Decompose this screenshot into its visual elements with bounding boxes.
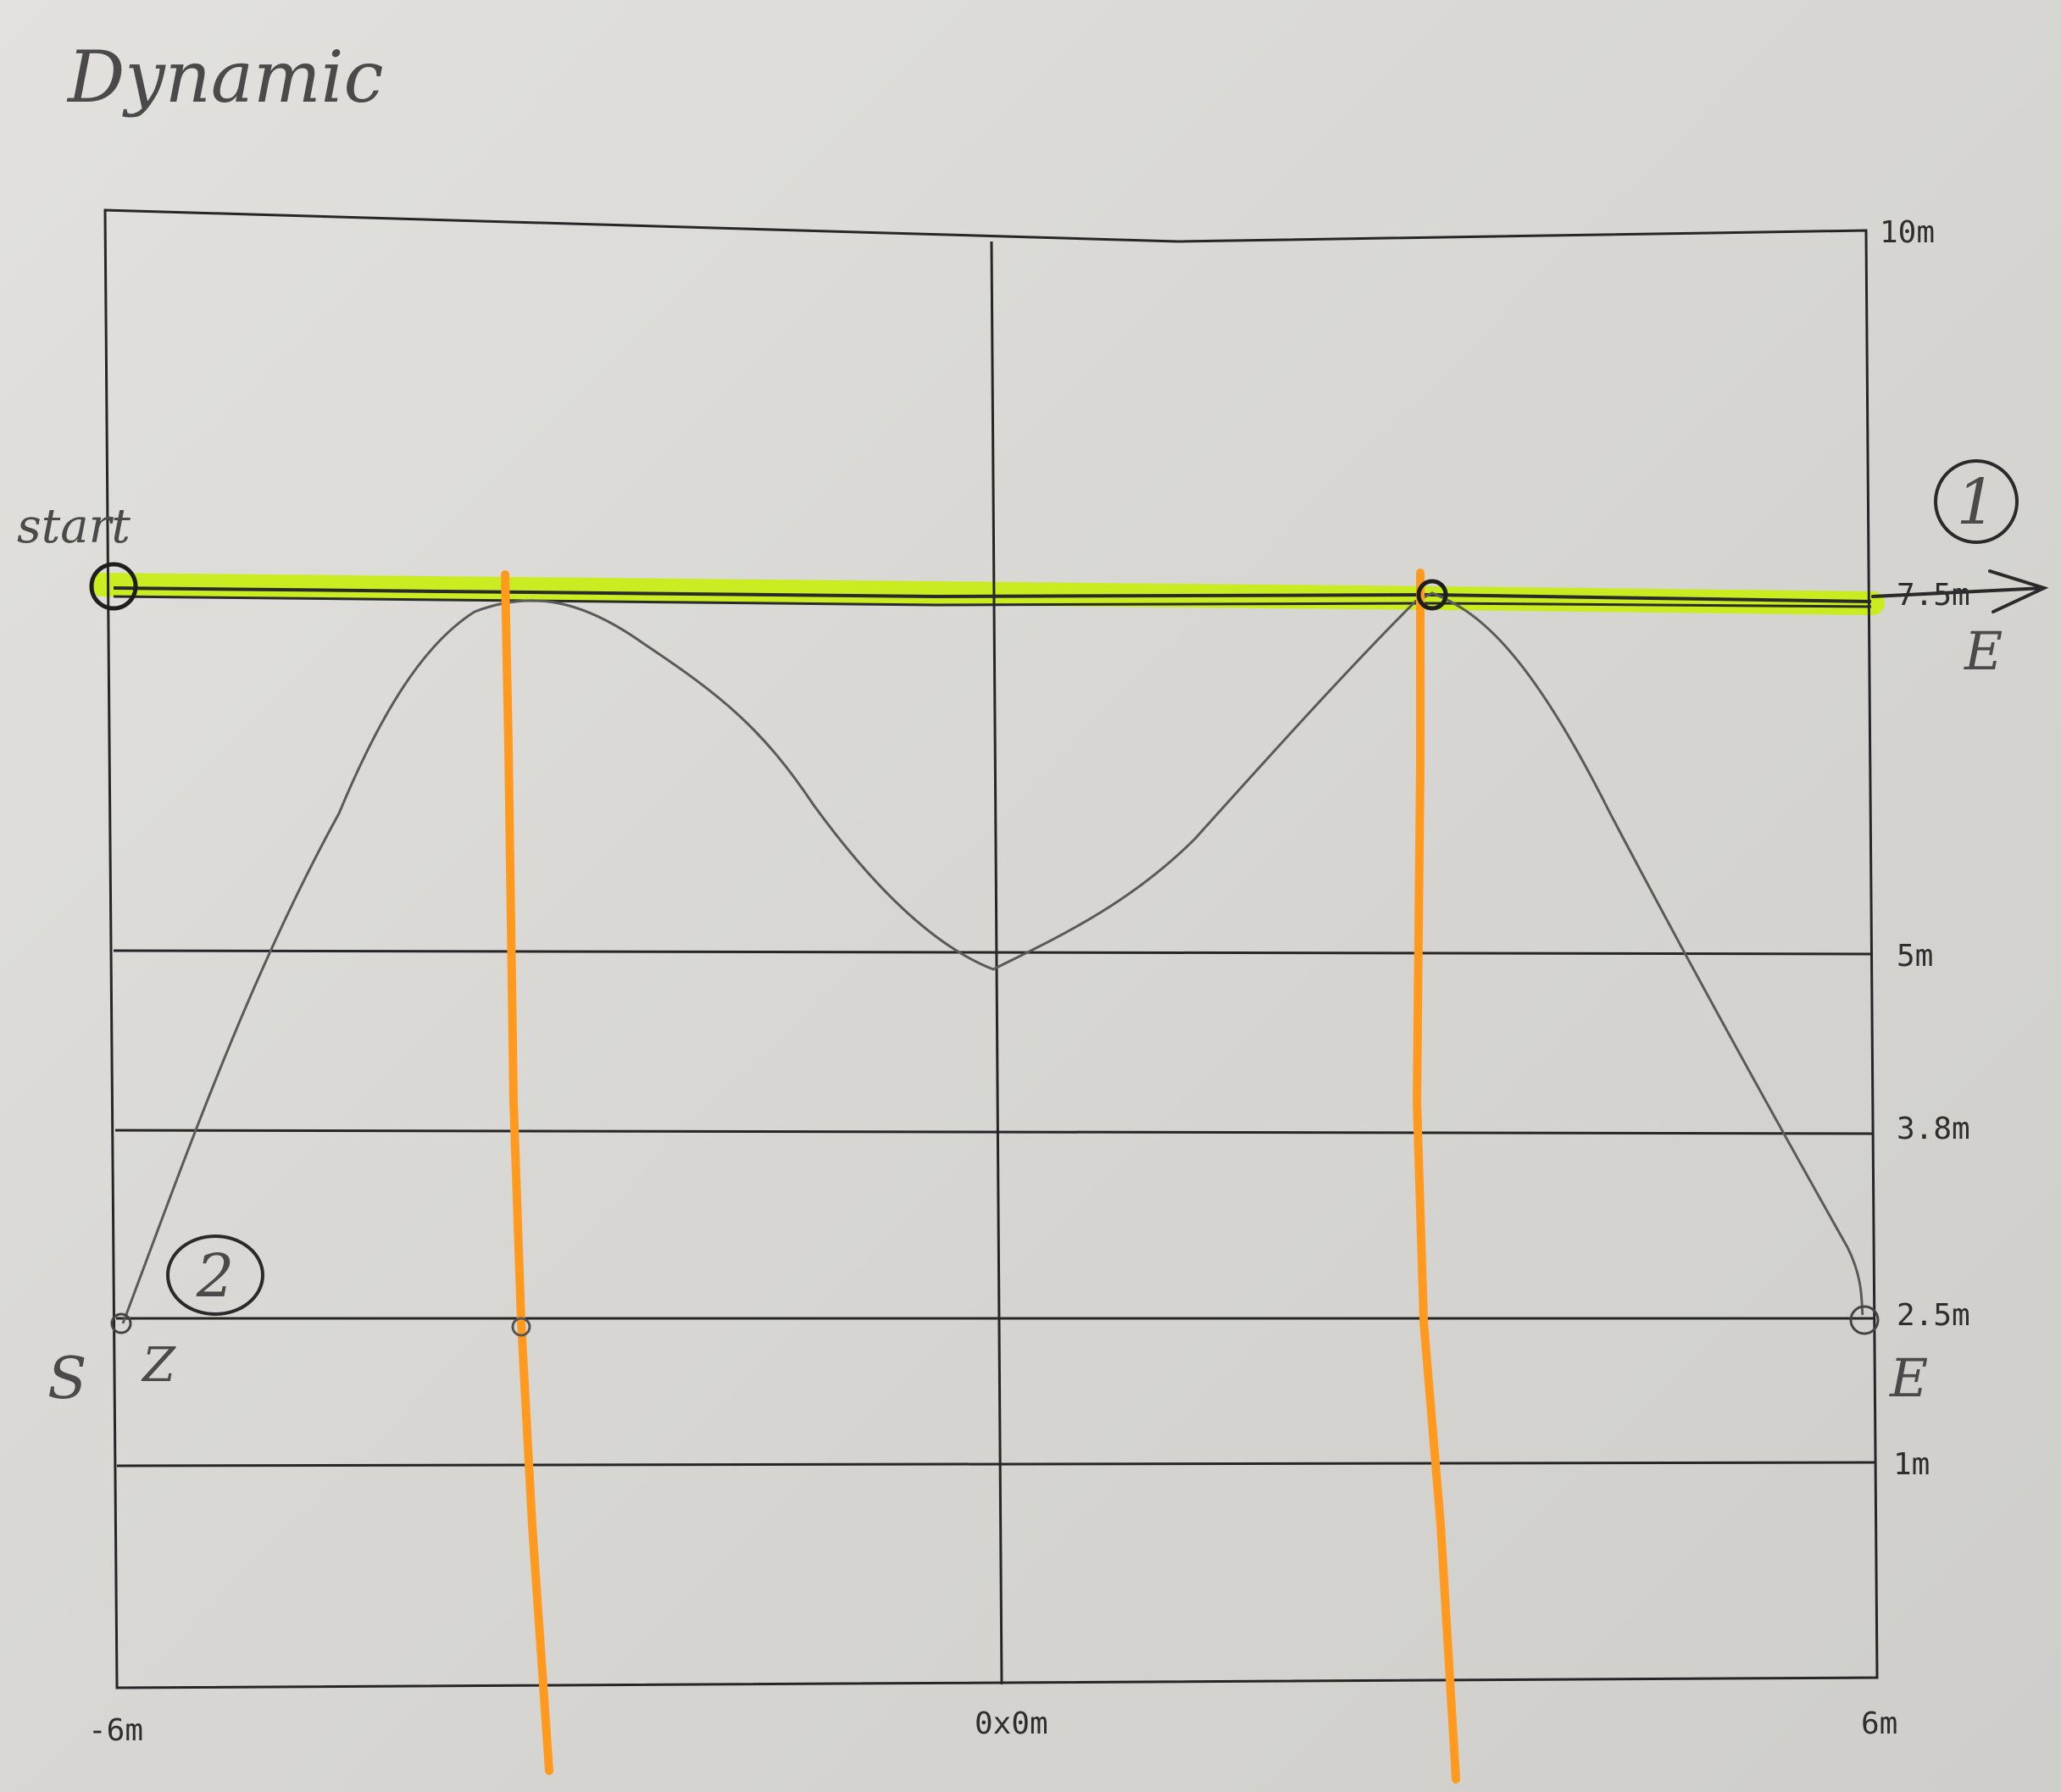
orange-line-left (501, 570, 553, 1775)
path2-badge (166, 1234, 264, 1316)
path2-badge-label: 2 (196, 1241, 235, 1311)
y-label-10m: 10m (1880, 215, 1935, 250)
path2-end-label: E (1889, 1347, 1928, 1409)
start-marker (89, 562, 138, 611)
path1-end-label: E (1964, 620, 2003, 682)
intersection-marker (1416, 579, 1448, 611)
center-axis (990, 241, 1003, 1685)
path2-z-label: Z (141, 1338, 176, 1393)
y-label-3-8m: 3.8m (1897, 1112, 1970, 1146)
diagram-title: Dynamic (66, 36, 384, 119)
path2-end-marker (1849, 1305, 1880, 1335)
path1-highlight (90, 573, 1885, 615)
y-label-2-5m: 2.5m (1897, 1298, 1970, 1333)
start-label: start (17, 499, 131, 554)
path1-line (113, 586, 1872, 603)
path1-badge-label: 1 (1956, 466, 1996, 539)
y-label-5m: 5m (1897, 939, 1933, 974)
orange-crossing-marker (511, 1317, 531, 1337)
path2-start-marker (110, 1312, 132, 1334)
gridline-3-8m (114, 1129, 1874, 1135)
x-label-left: -6m (88, 1713, 143, 1748)
orange-line-right (1412, 569, 1460, 1784)
y-label-1m: 1m (1893, 1447, 1930, 1482)
path1-arrow-icon (1871, 569, 2049, 613)
x-label-center: 0x0m (975, 1706, 1048, 1741)
plot-frame (103, 208, 1879, 1689)
gridline-5m (113, 949, 1872, 956)
gridline-1m (116, 1461, 1877, 1467)
x-label-right: 6m (1861, 1706, 1897, 1741)
path2-curve (121, 591, 1864, 1324)
y-label-7-5m: 7.5m (1897, 578, 1970, 613)
path2-start-label: S (47, 1345, 87, 1412)
path1-badge (1934, 459, 2019, 544)
